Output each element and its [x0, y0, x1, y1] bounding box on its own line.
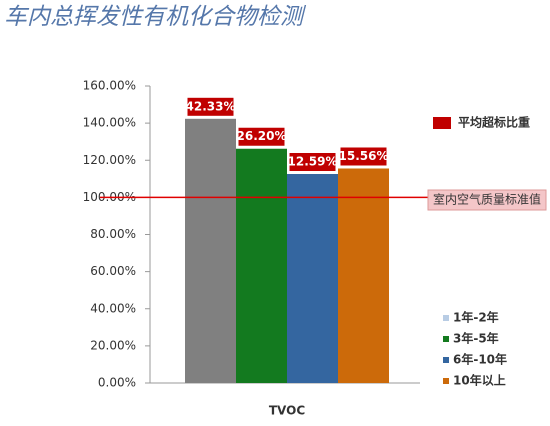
y-tick-label: 40.00% [90, 301, 136, 315]
excess-label-box [238, 127, 285, 146]
legend-label: 3年-5年 [453, 331, 499, 346]
y-tick-label: 20.00% [90, 338, 136, 352]
legend-swatch [443, 357, 449, 363]
excess-label: 26.20% [237, 129, 287, 143]
y-tick-label: 80.00% [90, 227, 136, 241]
y-tick-label: 60.00% [90, 264, 136, 278]
y-tick-label: 140.00% [83, 116, 136, 130]
y-tick-label: 160.00% [83, 79, 136, 93]
excess-label-box [340, 147, 387, 166]
y-tick-label: 0.00% [98, 376, 136, 390]
excess-label-box [289, 153, 336, 172]
reference-label-box [427, 189, 547, 211]
excess-label: 12.59% [288, 155, 338, 169]
legend-label: 10年以上 [453, 373, 506, 388]
bar [236, 148, 287, 383]
legend-swatch [433, 117, 451, 129]
legend-swatch [443, 336, 449, 342]
bar [185, 118, 236, 384]
reference-label: 室内空气质量标准值 [433, 192, 541, 207]
y-tick-label: 120.00% [83, 153, 136, 167]
excess-label: 15.56% [339, 149, 389, 163]
legend-label: 6年-10年 [453, 352, 507, 367]
excess-label-box [187, 97, 234, 116]
excess-label: 42.33% [186, 99, 236, 113]
legend-label: 1年-2年 [453, 310, 499, 325]
x-tick-label: TVOC [269, 404, 305, 418]
bar [338, 168, 389, 383]
chart-title: 车内总挥发性有机化合物检测 [4, 4, 307, 30]
legend-swatch [443, 378, 449, 384]
legend-swatch [443, 315, 449, 321]
legend-label: 平均超标比重 [458, 115, 530, 130]
bar [287, 174, 338, 383]
